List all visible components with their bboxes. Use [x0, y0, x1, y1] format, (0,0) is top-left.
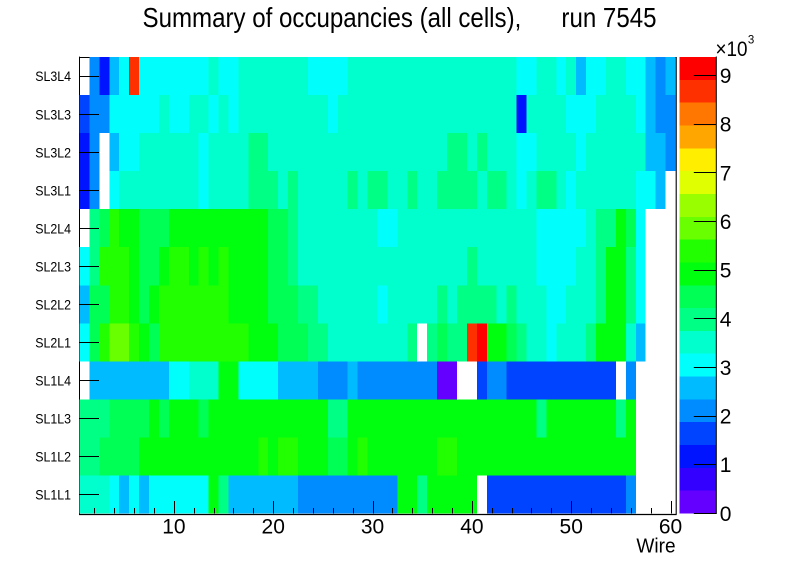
svg-text:10: 10: [162, 516, 185, 539]
svg-text:30: 30: [361, 516, 384, 539]
svg-text:2: 2: [720, 406, 732, 429]
svg-text:Wire: Wire: [636, 536, 675, 558]
svg-text:×10: ×10: [716, 38, 748, 61]
svg-text:SL1L3: SL1L3: [35, 411, 71, 427]
svg-text:SL2L2: SL2L2: [35, 296, 71, 312]
svg-text:5: 5: [720, 260, 732, 283]
svg-text:SL2L4: SL2L4: [35, 220, 71, 236]
svg-text:SL2L1: SL2L1: [35, 335, 71, 351]
svg-text:6: 6: [720, 211, 732, 234]
svg-text:50: 50: [560, 516, 583, 539]
svg-text:SL3L2: SL3L2: [35, 144, 71, 160]
svg-text:7: 7: [720, 162, 732, 185]
svg-text:1: 1: [720, 454, 732, 477]
svg-text:9: 9: [720, 65, 732, 88]
svg-text:20: 20: [262, 516, 285, 539]
svg-text:40: 40: [460, 516, 483, 539]
svg-text:SL2L3: SL2L3: [35, 258, 71, 274]
svg-text:3: 3: [748, 35, 754, 47]
svg-text:SL1L2: SL1L2: [35, 449, 71, 465]
svg-text:SL1L1: SL1L1: [35, 487, 71, 503]
svg-text:SL3L1: SL3L1: [35, 182, 71, 198]
svg-text:SL3L3: SL3L3: [35, 106, 71, 122]
svg-text:SL3L4: SL3L4: [35, 68, 71, 84]
svg-text:Summary of occupancies (all ce: Summary of occupancies (all cells), run …: [143, 2, 657, 33]
svg-text:8: 8: [720, 114, 732, 137]
svg-text:SL1L4: SL1L4: [35, 373, 71, 389]
svg-text:4: 4: [720, 308, 732, 331]
svg-text:60: 60: [659, 516, 682, 539]
svg-text:0: 0: [720, 503, 732, 526]
svg-text:3: 3: [720, 357, 732, 380]
